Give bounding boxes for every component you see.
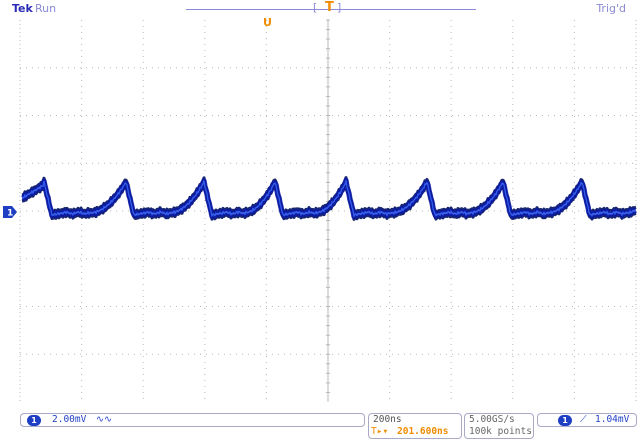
trigger-delay: 201.600ns: [397, 426, 449, 437]
trigger-level: 1.04mV: [595, 414, 630, 425]
acquisition-settings-box[interactable]: 5.00GS/s 100k points: [464, 413, 534, 439]
trigger-status: Trig'd: [596, 2, 626, 15]
trigger-point-marker[interactable]: U: [263, 16, 272, 29]
trigger-position-marker[interactable]: T: [325, 0, 334, 15]
brand-logo: Tek: [12, 2, 33, 15]
channel-1-waveform: [20, 176, 638, 221]
record-view-bracket-right: ]: [337, 1, 342, 14]
record-length: 100k points: [469, 426, 532, 437]
waveform-highlight: [21, 180, 637, 217]
sample-rate: 5.00GS/s: [469, 414, 515, 425]
grid-lines: [19, 19, 637, 402]
trigger-slope-icon: ⟋: [580, 414, 587, 425]
trigger-delay-prefix: T▸▾: [371, 426, 389, 437]
vertical-scale: 2.00mV: [52, 414, 87, 425]
channel-marker-label: 1: [7, 209, 13, 219]
trigger-settings-box[interactable]: 1 ⟋ 1.04mV: [537, 413, 637, 427]
channel-1-badge: 1: [27, 415, 41, 426]
record-timeline: [186, 9, 476, 10]
channel-ground-marker[interactable]: 1: [3, 206, 17, 218]
coupling-symbol: ∿∿: [96, 414, 112, 425]
top-status-bar: Tek Run [ T ] Trig'd: [0, 0, 644, 20]
horizontal-settings-box[interactable]: 200ns T▸▾ 201.600ns: [368, 413, 462, 439]
channel-1-scale-box[interactable]: 1 2.00mV ∿∿: [20, 413, 365, 427]
trigger-source-badge: 1: [558, 415, 572, 426]
record-view-bracket-left: [: [313, 1, 318, 14]
bottom-status-bar: 1 2.00mV ∿∿ 200ns T▸▾ 201.600ns 5.00GS/s…: [0, 410, 644, 443]
time-per-division: 200ns: [373, 414, 402, 425]
acquisition-run-status[interactable]: Run: [35, 2, 57, 15]
